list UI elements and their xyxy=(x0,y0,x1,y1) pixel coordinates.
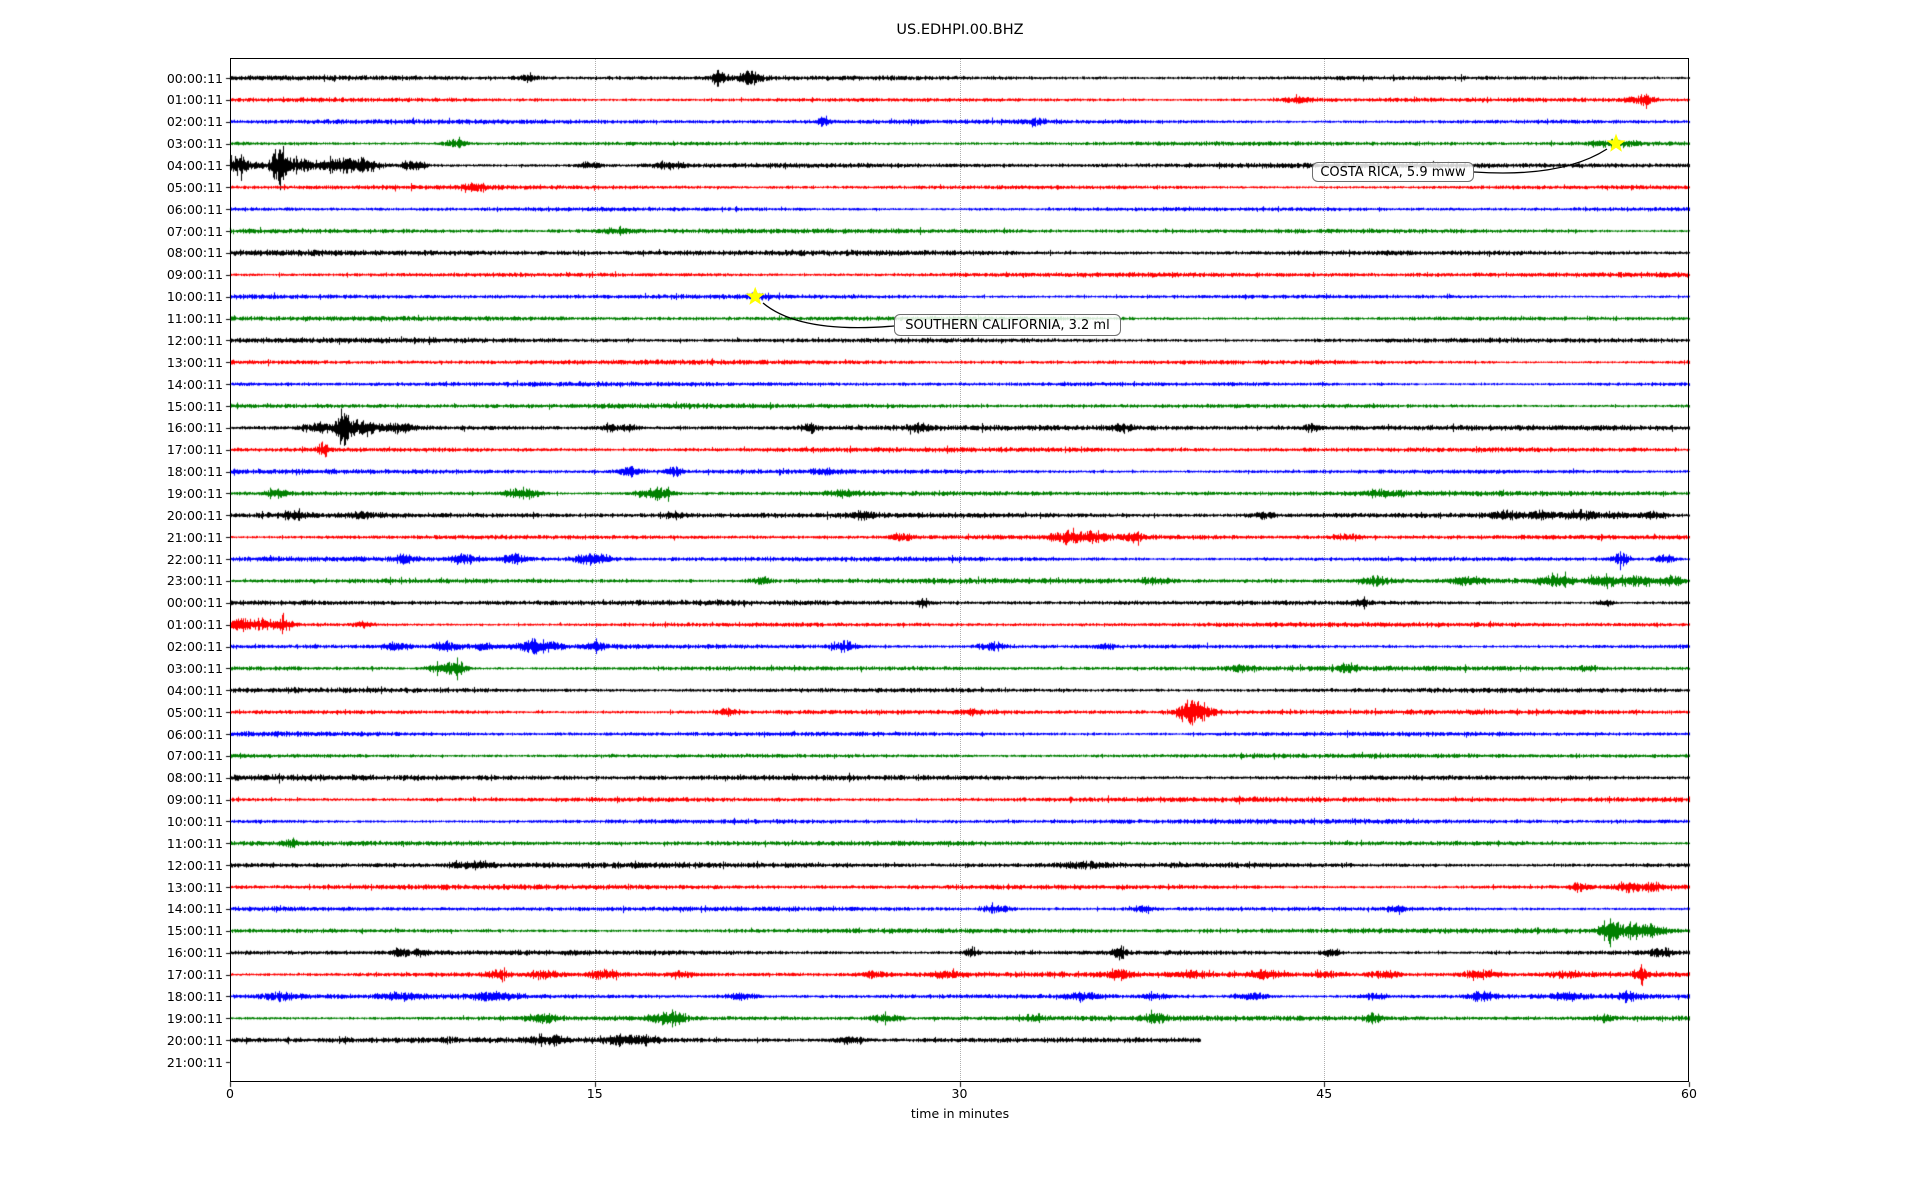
y-axis-label: 20:00:11 xyxy=(166,1032,223,1048)
y-axis-label: 09:00:11 xyxy=(166,792,223,808)
annotation-costa-rica-label: COSTA RICA, 5.9 mww xyxy=(1320,164,1466,180)
y-axis-label: 11:00:11 xyxy=(166,835,223,851)
y-axis-label: 04:00:11 xyxy=(166,682,223,698)
y-axis-label: 14:00:11 xyxy=(166,901,223,917)
y-axis-label: 08:00:11 xyxy=(166,245,223,261)
y-axis-label: 23:00:11 xyxy=(166,573,223,589)
y-axis-label: 06:00:11 xyxy=(166,201,223,217)
y-axis-label: 17:00:11 xyxy=(166,967,223,983)
y-axis-label: 22:00:11 xyxy=(166,551,223,567)
y-axis-label: 03:00:11 xyxy=(166,136,223,152)
y-axis-label: 16:00:11 xyxy=(166,945,223,961)
x-axis-tick-label: 30 xyxy=(951,1086,968,1101)
y-axis-label: 02:00:11 xyxy=(166,114,223,130)
y-axis-label: 17:00:11 xyxy=(166,442,223,458)
y-axis-label: 13:00:11 xyxy=(166,879,223,895)
y-axis-label: 18:00:11 xyxy=(166,988,223,1004)
y-axis-label: 07:00:11 xyxy=(166,748,223,764)
y-axis-label: 19:00:11 xyxy=(166,485,223,501)
x-axis-tick-label: 15 xyxy=(586,1086,603,1101)
y-axis-label: 00:00:11 xyxy=(166,595,223,611)
y-axis-label: 03:00:11 xyxy=(166,660,223,676)
x-axis-tick-label: 45 xyxy=(1316,1086,1333,1101)
y-axis-label: 13:00:11 xyxy=(166,354,223,370)
y-axis-label: 04:00:11 xyxy=(166,157,223,173)
y-axis-label: 16:00:11 xyxy=(166,420,223,436)
y-axis-label: 06:00:11 xyxy=(166,726,223,742)
y-axis-label: 12:00:11 xyxy=(166,332,223,348)
annotation-southern-california: SOUTHERN CALIFORNIA, 3.2 ml xyxy=(894,314,1121,336)
y-axis-label: 05:00:11 xyxy=(166,179,223,195)
y-axis-label: 10:00:11 xyxy=(166,289,223,305)
annotation-costa-rica: COSTA RICA, 5.9 mww xyxy=(1312,162,1474,182)
y-axis-label: 21:00:11 xyxy=(166,529,223,545)
y-axis-label: 07:00:11 xyxy=(166,223,223,239)
y-axis-label: 05:00:11 xyxy=(166,704,223,720)
y-axis-label: 10:00:11 xyxy=(166,813,223,829)
y-axis-label: 21:00:11 xyxy=(166,1054,223,1070)
annotation-southern-california-label: SOUTHERN CALIFORNIA, 3.2 ml xyxy=(905,317,1110,333)
y-axis-label: 02:00:11 xyxy=(166,639,223,655)
y-axis-label: 01:00:11 xyxy=(166,617,223,633)
y-axis-label: 18:00:11 xyxy=(166,464,223,480)
y-axis-label: 08:00:11 xyxy=(166,770,223,786)
y-axis-label: 12:00:11 xyxy=(166,857,223,873)
x-axis-tick-label: 0 xyxy=(226,1086,234,1101)
y-axis-label: 20:00:11 xyxy=(166,507,223,523)
y-axis-label: 09:00:11 xyxy=(166,267,223,283)
y-axis-label: 00:00:11 xyxy=(166,70,223,86)
y-axis-label: 15:00:11 xyxy=(166,398,223,414)
y-axis-label: 14:00:11 xyxy=(166,376,223,392)
y-axis-label: 19:00:11 xyxy=(166,1010,223,1026)
y-axis-label: 01:00:11 xyxy=(166,92,223,108)
y-axis-label: 11:00:11 xyxy=(166,311,223,327)
y-axis-label: 15:00:11 xyxy=(166,923,223,939)
x-axis-tick-label: 60 xyxy=(1681,1086,1697,1101)
